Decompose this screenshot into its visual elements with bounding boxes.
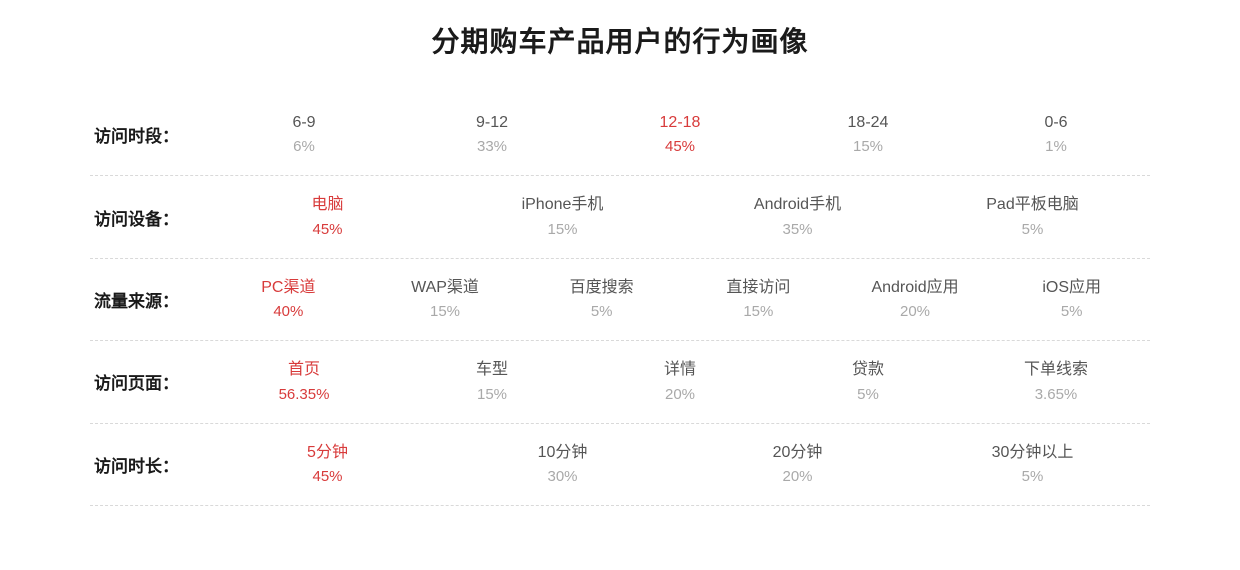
metric-cell: 0-61% — [962, 112, 1150, 157]
metric-cell: 电脑 45% — [210, 194, 445, 239]
metric-pct: 5% — [915, 466, 1150, 487]
table-row: 访问时段：6-96%9-1233%12-1845%18-2415%0-61% — [90, 94, 1150, 176]
rows-container: 访问时段：6-96%9-1233%12-1845%18-2415%0-61%访问… — [90, 94, 1150, 506]
metric-pct: 1% — [962, 136, 1150, 157]
metric-cell: PC渠道40% — [210, 277, 367, 322]
metric-name: 5分钟 — [210, 442, 445, 464]
metric-cell: 5分钟45% — [210, 442, 445, 487]
metric-cell: 车型 15% — [398, 359, 586, 404]
metric-pct: 20% — [837, 301, 994, 322]
metric-name: PC渠道 — [210, 277, 367, 299]
metric-name: Pad平板电脑 — [915, 194, 1150, 216]
metric-pct: 6% — [210, 136, 398, 157]
page-title: 分期购车产品用户的行为画像 — [90, 20, 1150, 60]
metric-pct: 45% — [210, 219, 445, 240]
row-items: 首页 56.35%车型 15%详情 20%贷款 5%下单线索 3.65% — [210, 359, 1150, 404]
metric-name: 6-9 — [210, 112, 398, 134]
metric-name: 18-24 — [774, 112, 962, 134]
metric-cell: 百度搜索5% — [523, 277, 680, 322]
metric-name: 首页 — [210, 359, 398, 381]
metric-cell: 9-1233% — [398, 112, 586, 157]
metric-name: 0-6 — [962, 112, 1150, 134]
metric-name: iOS应用 — [993, 277, 1150, 299]
metric-cell: 10分钟30% — [445, 442, 680, 487]
metric-pct: 40% — [210, 301, 367, 322]
table-row: 访问时长：5分钟45%10分钟30%20分钟20%30分钟以上5% — [90, 424, 1150, 506]
metric-pct: 15% — [680, 301, 837, 322]
row-label: 访问设备： — [90, 205, 210, 230]
table-row: 访问设备：电脑 45%iPhone手机 15%Android手机 35%Pad平板电脑… — [90, 176, 1150, 258]
row-items: 电脑 45%iPhone手机 15%Android手机 35%Pad平板电脑 5% — [210, 194, 1150, 239]
metric-name: 20分钟 — [680, 442, 915, 464]
metric-pct: 45% — [586, 136, 774, 157]
metric-name: 下单线索 — [962, 359, 1150, 381]
metric-name: WAP渠道 — [367, 277, 524, 299]
table-row: 流量来源：PC渠道40%WAP渠道15%百度搜索5%直接访问15%Android… — [90, 259, 1150, 341]
metric-pct: 15% — [367, 301, 524, 322]
metric-cell: 6-96% — [210, 112, 398, 157]
metric-cell: iOS应用5% — [993, 277, 1150, 322]
table-row: 访问页面：首页 56.35%车型 15%详情 20%贷款 5%下单线索 3.65% — [90, 341, 1150, 423]
page-root: 分期购车产品用户的行为画像 访问时段：6-96%9-1233%12-1845%1… — [0, 0, 1240, 506]
row-label: 访问页面： — [90, 369, 210, 394]
row-label: 访问时段： — [90, 122, 210, 147]
metric-cell: 下单线索 3.65% — [962, 359, 1150, 404]
metric-cell: 20分钟20% — [680, 442, 915, 487]
metric-pct: 20% — [586, 384, 774, 405]
metric-pct: 3.65% — [962, 384, 1150, 405]
metric-cell: Pad平板电脑 5% — [915, 194, 1150, 239]
metric-cell: 12-1845% — [586, 112, 774, 157]
metric-name: 详情 — [586, 359, 774, 381]
metric-name: Android应用 — [837, 277, 994, 299]
metric-pct: 30% — [445, 466, 680, 487]
metric-cell: 直接访问15% — [680, 277, 837, 322]
metric-cell: WAP渠道15% — [367, 277, 524, 322]
metric-cell: 18-2415% — [774, 112, 962, 157]
row-label: 流量来源： — [90, 287, 210, 312]
metric-pct: 5% — [523, 301, 680, 322]
metric-cell: Android应用20% — [837, 277, 994, 322]
metric-name: 电脑 — [210, 194, 445, 216]
metric-cell: iPhone手机 15% — [445, 194, 680, 239]
metric-pct: 45% — [210, 466, 445, 487]
metric-pct: 5% — [915, 219, 1150, 240]
metric-name: 直接访问 — [680, 277, 837, 299]
row-items: 6-96%9-1233%12-1845%18-2415%0-61% — [210, 112, 1150, 157]
metric-pct: 56.35% — [210, 384, 398, 405]
metric-cell: 30分钟以上5% — [915, 442, 1150, 487]
metric-name: 百度搜索 — [523, 277, 680, 299]
metric-name: Android手机 — [680, 194, 915, 216]
metric-pct: 15% — [445, 219, 680, 240]
metric-cell: 贷款 5% — [774, 359, 962, 404]
metric-pct: 5% — [774, 384, 962, 405]
metric-pct: 33% — [398, 136, 586, 157]
row-items: 5分钟45%10分钟30%20分钟20%30分钟以上5% — [210, 442, 1150, 487]
metric-pct: 15% — [774, 136, 962, 157]
metric-pct: 15% — [398, 384, 586, 405]
metric-name: 30分钟以上 — [915, 442, 1150, 464]
metric-name: 车型 — [398, 359, 586, 381]
metric-pct: 20% — [680, 466, 915, 487]
metric-pct: 5% — [993, 301, 1150, 322]
row-items: PC渠道40%WAP渠道15%百度搜索5%直接访问15%Android应用20%… — [210, 277, 1150, 322]
metric-name: 贷款 — [774, 359, 962, 381]
metric-cell: 首页 56.35% — [210, 359, 398, 404]
metric-name: 12-18 — [586, 112, 774, 134]
metric-cell: Android手机 35% — [680, 194, 915, 239]
row-label: 访问时长： — [90, 452, 210, 477]
metric-cell: 详情 20% — [586, 359, 774, 404]
metric-name: 9-12 — [398, 112, 586, 134]
metric-name: iPhone手机 — [445, 194, 680, 216]
metric-pct: 35% — [680, 219, 915, 240]
metric-name: 10分钟 — [445, 442, 680, 464]
